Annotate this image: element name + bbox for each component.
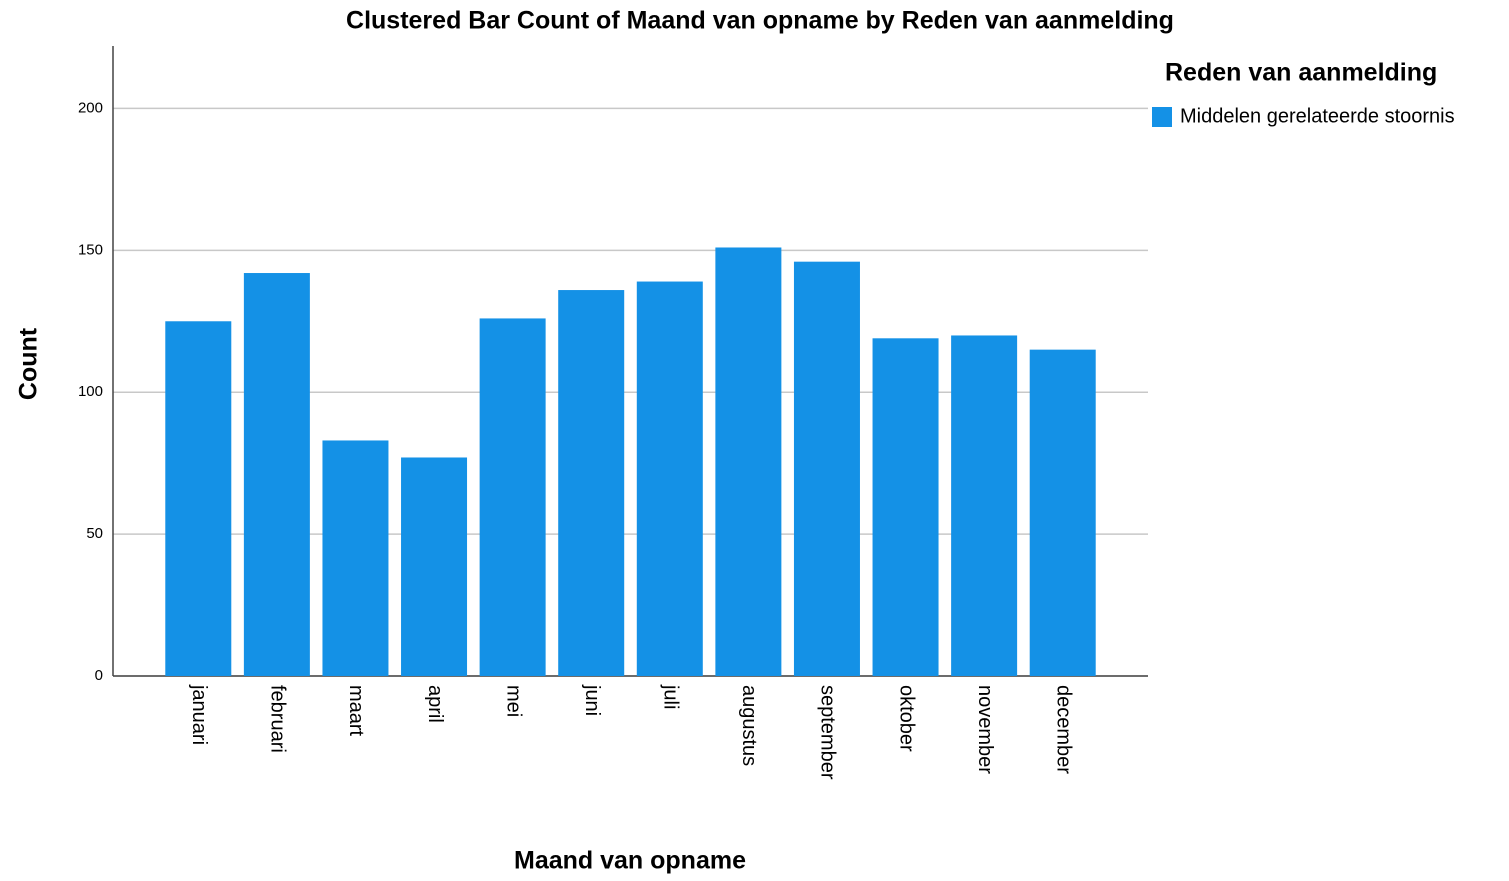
x-tick-label: april [424,685,446,723]
chart-title: Clustered Bar Count of Maand van opname … [346,7,1174,35]
y-tick-label: 150 [78,241,103,258]
y-tick-label: 0 [95,667,103,684]
legend-label: Middelen gerelateerde stoornis [1180,105,1455,127]
bar [401,457,468,676]
bar [636,281,703,676]
bar [1029,349,1096,676]
y-axis-label: Count [15,327,43,400]
x-tick-label: september [817,685,839,780]
legend-swatch [1152,107,1172,127]
bar [872,338,939,676]
x-tick-label: januari [188,684,210,745]
bar [715,247,782,676]
x-tick-label: februari [267,685,289,753]
x-tick-label: augustus [738,685,760,766]
y-tick-label: 50 [86,525,103,542]
y-tick-label: 100 [78,383,103,400]
bar [322,440,389,676]
x-tick-label: maart [345,685,367,737]
bar [558,290,625,676]
x-tick-label: november [974,685,996,774]
bar [479,318,546,676]
x-tick-label: mei [502,685,524,717]
y-tick-label: 200 [78,99,103,116]
x-tick-label: oktober [895,685,917,752]
legend-title: Reden van aanmelding [1165,59,1437,87]
x-tick-label: juli [660,684,682,709]
bar [793,261,860,676]
x-tick-label: december [1052,685,1074,774]
x-tick-label: juni [581,684,603,716]
x-axis-label: Maand van opname [514,847,746,875]
bar [165,321,232,676]
bar [243,273,310,676]
bar [951,335,1018,676]
